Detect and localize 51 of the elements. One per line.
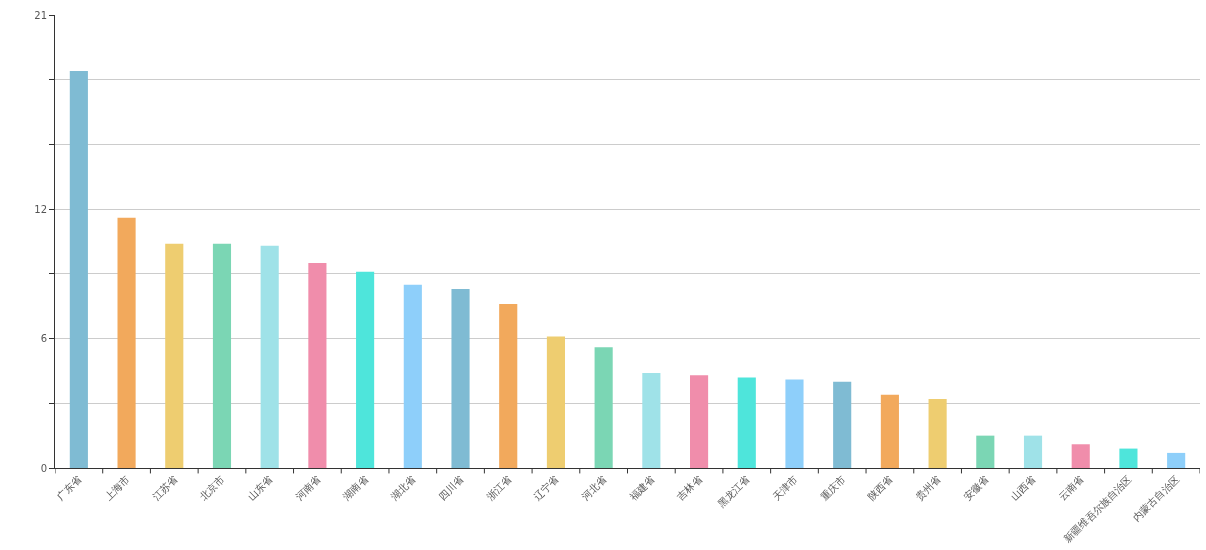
bar bbox=[1119, 448, 1138, 468]
x-tick-label: 山西省 bbox=[1008, 473, 1038, 503]
x-tick-label: 黑龙江省 bbox=[715, 473, 752, 510]
bar bbox=[212, 243, 232, 468]
bar bbox=[880, 394, 899, 468]
x-tick-label: 湖北省 bbox=[388, 473, 418, 503]
y-tick-label: 12 bbox=[34, 203, 47, 215]
y-tick-label: 6 bbox=[40, 333, 47, 345]
x-tick-label: 上海市 bbox=[102, 473, 132, 503]
x-tick-label: 天津市 bbox=[770, 473, 800, 503]
x-tick-label: 湖南省 bbox=[341, 473, 371, 503]
x-tick-label: 浙江省 bbox=[484, 473, 514, 503]
bar bbox=[928, 398, 947, 468]
x-tick-label: 内蒙古自治区 bbox=[1130, 473, 1182, 524]
bar bbox=[451, 288, 470, 468]
bar bbox=[69, 71, 88, 468]
x-tick-label: 陕西省 bbox=[865, 473, 895, 503]
bar bbox=[356, 271, 375, 468]
x-tick-label: 河北省 bbox=[579, 473, 609, 503]
bar bbox=[1071, 444, 1090, 468]
bar bbox=[546, 336, 565, 468]
bar bbox=[1023, 435, 1043, 468]
bar bbox=[737, 377, 756, 468]
x-tick-label: 重庆市 bbox=[818, 473, 848, 503]
bar bbox=[690, 375, 709, 468]
y-tick-label: 21 bbox=[34, 9, 47, 21]
bar bbox=[117, 217, 136, 468]
x-tick-label: 辽宁省 bbox=[531, 473, 561, 503]
x-tick-label: 福建省 bbox=[627, 473, 657, 503]
bar bbox=[499, 304, 518, 468]
x-tick-label: 云南省 bbox=[1056, 473, 1086, 503]
x-tick-label: 山东省 bbox=[245, 473, 275, 503]
x-tick-label: 河南省 bbox=[293, 473, 323, 503]
bar bbox=[785, 379, 804, 468]
bar bbox=[165, 243, 184, 468]
bar bbox=[642, 373, 661, 468]
x-tick-label: 四川省 bbox=[436, 473, 466, 503]
bar bbox=[594, 347, 613, 468]
x-tick-label: 吉林省 bbox=[675, 473, 705, 503]
bar bbox=[403, 284, 422, 468]
x-tick-label: 贵州省 bbox=[913, 473, 943, 503]
bar bbox=[308, 263, 327, 468]
x-tick-label: 广东省 bbox=[54, 473, 84, 503]
bar bbox=[260, 245, 279, 468]
x-tick-label: 江苏省 bbox=[150, 473, 180, 503]
x-tick-label: 安徽省 bbox=[961, 473, 991, 503]
x-tick-label: 北京市 bbox=[197, 473, 227, 503]
bar bbox=[976, 435, 995, 468]
y-tick-label: 0 bbox=[40, 462, 47, 474]
bar bbox=[1167, 452, 1186, 468]
bar bbox=[833, 381, 852, 468]
